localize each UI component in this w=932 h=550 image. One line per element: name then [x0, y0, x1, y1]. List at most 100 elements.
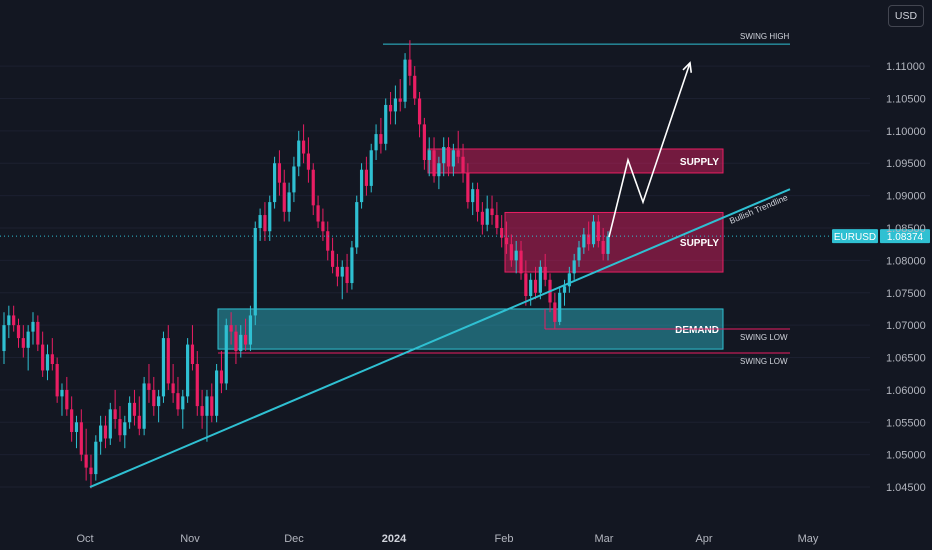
- candle-body: [171, 383, 175, 394]
- candle: [113, 389, 117, 429]
- price-tick-label: 1.07500: [886, 288, 926, 300]
- candle: [36, 315, 40, 352]
- candle-body: [533, 279, 538, 293]
- time-tick-label: May: [798, 533, 819, 545]
- candle-body: [301, 140, 306, 154]
- candle-body: [36, 321, 40, 345]
- candle-body: [413, 75, 417, 99]
- candle: [591, 215, 596, 248]
- candle: [379, 117, 383, 154]
- candle-body: [471, 189, 475, 203]
- candle-body: [572, 260, 576, 274]
- candle-body: [408, 59, 412, 76]
- candle-body: [45, 354, 50, 371]
- candle-body: [485, 208, 489, 225]
- candle-body: [335, 266, 340, 277]
- candle: [287, 182, 291, 222]
- candle-body: [200, 406, 204, 416]
- projection-path: [608, 62, 691, 238]
- candle: [128, 396, 132, 429]
- candle: [321, 208, 325, 241]
- time-tick-label: Oct: [76, 533, 93, 545]
- candle: [301, 124, 306, 164]
- candle: [543, 253, 547, 287]
- candle: [89, 454, 93, 489]
- candle-body: [461, 156, 465, 173]
- currency-button[interactable]: USD: [888, 5, 924, 27]
- candle-body: [26, 331, 30, 348]
- candle-body: [195, 364, 199, 407]
- candle-body: [205, 396, 209, 416]
- candle-body: [12, 315, 16, 326]
- candle-body: [393, 98, 397, 112]
- price-tick-label: 1.05000: [886, 450, 926, 462]
- price-tick-label: 1.04500: [886, 482, 926, 494]
- candle-body: [234, 331, 238, 352]
- candle-body: [7, 315, 11, 326]
- candle: [577, 240, 581, 267]
- candle: [60, 383, 64, 416]
- candle-body: [500, 228, 504, 238]
- candle-body: [118, 419, 122, 436]
- candle: [224, 318, 228, 390]
- candle: [514, 240, 518, 274]
- candle: [171, 364, 175, 403]
- price-tick-label: 1.10000: [886, 126, 926, 138]
- candle: [297, 130, 301, 177]
- price-axis[interactable]: 1.11000 1.10500 1.10000 1.09500 1.09000 1.085…: [886, 61, 926, 494]
- candle-body: [417, 98, 422, 125]
- candle: [490, 195, 494, 225]
- candle: [277, 150, 282, 196]
- candle-body: [74, 422, 79, 432]
- candle-body: [99, 425, 103, 442]
- candle: [161, 331, 166, 403]
- candle-body: [113, 409, 117, 420]
- supply-zone: [427, 148, 724, 174]
- time-axis[interactable]: Oct Nov Dec 2024 Feb Mar Apr May: [76, 533, 818, 545]
- candle-body: [142, 383, 146, 429]
- candle: [364, 156, 368, 196]
- candle: [123, 415, 127, 449]
- candle: [176, 376, 180, 416]
- candle: [239, 325, 243, 358]
- candle: [268, 195, 272, 241]
- candle: [244, 318, 248, 352]
- price-tick-label: 1.11000: [886, 61, 925, 73]
- candle-body: [157, 396, 161, 407]
- candle: [306, 137, 311, 183]
- candle-body: [166, 338, 170, 384]
- candle-body: [606, 236, 610, 254]
- price-tag: [880, 229, 930, 244]
- candle: [195, 351, 199, 416]
- candle-body: [475, 189, 480, 212]
- candle-body: [355, 202, 359, 248]
- candle-body: [292, 166, 296, 193]
- candle-body: [137, 415, 141, 429]
- candle-body: [437, 163, 441, 177]
- candle-body: [258, 215, 262, 228]
- candle: [461, 143, 465, 183]
- candle-body: [297, 140, 301, 167]
- candle: [432, 137, 436, 183]
- candle-body: [108, 409, 112, 439]
- candle-body: [128, 402, 132, 423]
- candle: [316, 195, 320, 228]
- candle: [326, 221, 330, 261]
- candle-body: [190, 344, 195, 364]
- candle-body: [277, 163, 282, 183]
- candle-body: [16, 325, 21, 339]
- price-tick-label: 1.06500: [886, 353, 926, 365]
- candle: [12, 305, 16, 332]
- candle: [553, 292, 557, 329]
- candle-body: [147, 383, 151, 390]
- time-tick-label: Apr: [695, 533, 712, 545]
- candle-body: [94, 441, 98, 475]
- candle-body: [65, 389, 69, 410]
- candle: [41, 331, 45, 377]
- candle: [215, 364, 219, 423]
- candle-body: [268, 202, 272, 232]
- supply-zone: [504, 211, 724, 273]
- candle: [147, 364, 151, 403]
- candle-body: [186, 344, 190, 397]
